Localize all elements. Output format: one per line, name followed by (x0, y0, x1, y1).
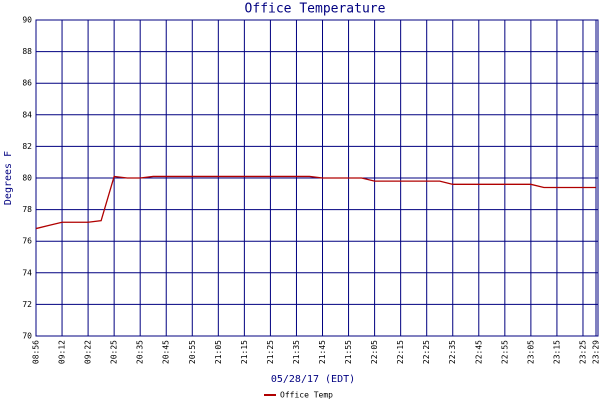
x-tick-label: 20:35 (136, 340, 145, 364)
x-tick-label: 21:25 (266, 340, 275, 364)
x-tick-label: 23:29 (592, 340, 600, 364)
y-tick-label: 86 (22, 79, 32, 88)
line-series (35, 175, 596, 230)
x-tick-label: 22:05 (370, 340, 379, 364)
x-tick-label: 21:15 (240, 340, 249, 364)
y-axis-title: Degrees F (3, 151, 14, 205)
x-tick-label: 22:15 (396, 340, 405, 364)
x-tick-label: 22:45 (474, 340, 483, 364)
x-tick-label: 23:25 (578, 340, 587, 364)
x-tick-label: 22:55 (500, 340, 509, 364)
y-tick-label: 82 (22, 142, 32, 151)
x-tick-label: 09:22 (84, 340, 93, 364)
x-tick-label: 20:55 (188, 340, 197, 364)
y-tick-label: 80 (22, 174, 32, 183)
chart-title: Office Temperature (245, 2, 386, 17)
y-tick-label: 76 (22, 237, 32, 246)
y-tick-label: 74 (22, 268, 32, 277)
x-tick-label: 21:35 (292, 340, 301, 364)
x-tick-label: 20:25 (110, 340, 119, 364)
x-tick-label: 09:12 (58, 340, 67, 364)
x-axis-title: 05/28/17 (EDT) (271, 374, 355, 385)
y-tick-label: 88 (22, 47, 32, 56)
y-tick-label: 84 (22, 110, 32, 119)
legend-label: Office Temp (280, 391, 333, 400)
x-tick-label: 21:55 (344, 340, 353, 364)
y-tick-label: 78 (22, 205, 32, 214)
x-tick-label: 20:45 (162, 340, 171, 364)
x-tick-label: 23:15 (552, 340, 561, 364)
y-tick-label: 90 (22, 16, 32, 25)
x-tick-label: 23:05 (526, 340, 535, 364)
x-tick-label: 21:05 (214, 340, 223, 364)
x-tick-label: 22:25 (422, 340, 431, 364)
x-tick-label: 08:56 (32, 340, 41, 364)
x-tick-label: 22:35 (448, 340, 457, 364)
y-tick-label: 72 (22, 300, 32, 309)
x-tick-label: 21:45 (318, 340, 327, 364)
y-tick-label: 70 (22, 332, 32, 341)
